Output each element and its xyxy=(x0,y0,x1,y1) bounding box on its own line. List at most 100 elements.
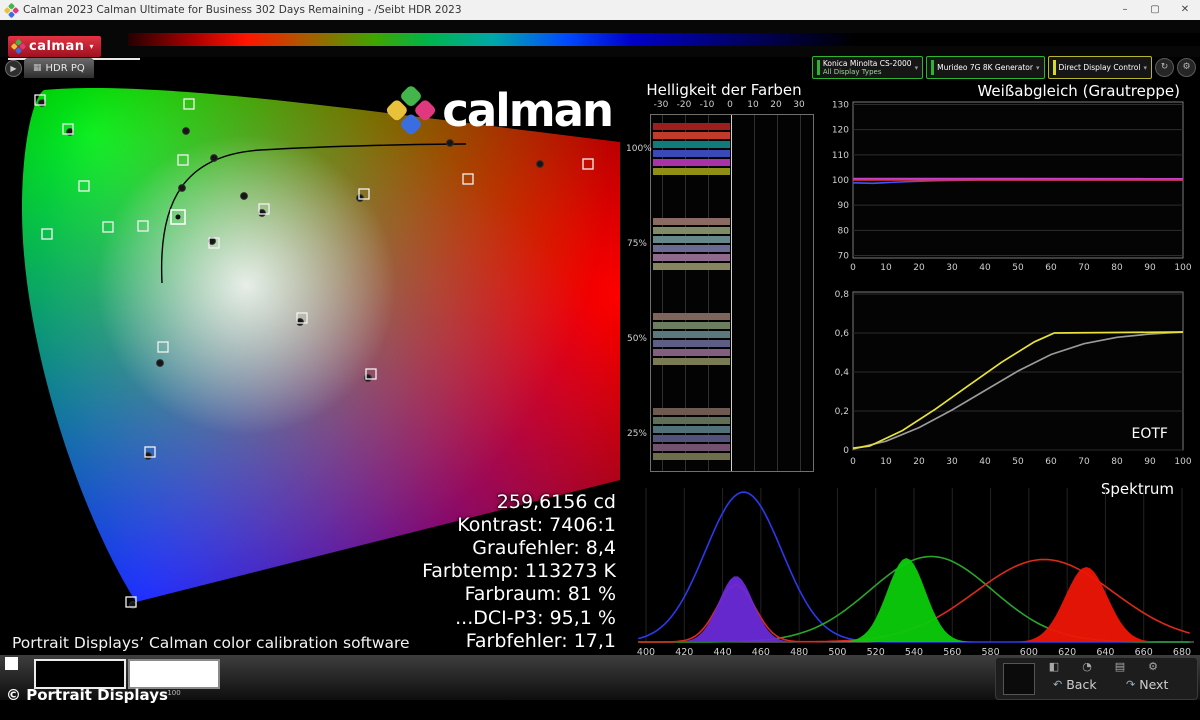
color-luminance-bar xyxy=(653,340,730,347)
target-marker xyxy=(582,158,594,170)
axis-tick-label: 90 xyxy=(838,201,850,211)
display-control-dropdown[interactable]: Direct Display Control ▾ xyxy=(1047,56,1152,79)
workflow-arrow-button[interactable]: ▶ xyxy=(5,60,22,77)
cie-gamut-svg xyxy=(22,88,620,609)
color-luminance-bar xyxy=(653,349,730,356)
grayscale-title: Weißabgleich (Grautreppe) xyxy=(977,82,1180,100)
app-logo-icon xyxy=(3,2,20,18)
axis-tick-label: 30 xyxy=(946,457,958,467)
axis-tick-label: 580 xyxy=(982,647,1000,655)
color-luminance-bar xyxy=(653,123,730,130)
axis-tick-label: 0,4 xyxy=(835,368,850,378)
meter-dropdown[interactable]: Konica Minolta CS-2000 All Display Types… xyxy=(811,56,924,79)
gridline xyxy=(777,115,778,471)
brightness-panel: Helligkeit der Farben -30 -20 -10 0 10 20 30 1… xyxy=(626,80,822,478)
white-swatch-caption: 100 xyxy=(167,689,181,697)
spectrum-chart: 400 420 440 460 480 500 520 540 560 580 600 620 640 6… xyxy=(637,488,1194,655)
settings-button[interactable]: ⚙ xyxy=(1177,58,1196,77)
spectrum-title: Spektrum xyxy=(1100,480,1174,498)
axis-tick-label: 420 xyxy=(675,647,693,655)
stat-line: Graufehler: 8,4 xyxy=(472,537,616,560)
measured-point xyxy=(178,184,186,192)
brightness-title: Helligkeit der Farben xyxy=(646,81,802,99)
measured-point xyxy=(446,139,454,147)
generator-dropdown[interactable]: Murideo 7G 8K Generator ▾ xyxy=(926,56,1045,79)
measured-point xyxy=(240,192,248,200)
color-luminance-bar xyxy=(653,159,730,166)
chevron-down-icon: ▾ xyxy=(1035,63,1040,72)
target-marker xyxy=(102,221,114,233)
measured-point xyxy=(182,127,190,135)
stat-line: Farbtemp: 113273 K xyxy=(422,560,616,583)
measurement-locus-curve xyxy=(160,143,467,284)
eotf-curve xyxy=(852,331,1184,450)
layout-grid-icon: ▦ xyxy=(33,63,42,73)
axis-tick-label: 20 xyxy=(913,457,925,467)
grid-icon[interactable]: ◧ xyxy=(1048,660,1060,673)
axis-tick-label: -10 xyxy=(699,100,715,110)
refresh-button[interactable]: ↻ xyxy=(1155,58,1174,77)
minimize-button[interactable]: – xyxy=(1122,4,1128,15)
axis-tick-label: 0,8 xyxy=(835,290,850,300)
axis-tick-label: 480 xyxy=(790,647,808,655)
chevron-down-icon: ▾ xyxy=(914,63,919,72)
stat-line: Farbraum: 81 % xyxy=(464,583,616,606)
target-marker xyxy=(34,94,46,106)
axis-tick-label: 40 xyxy=(979,263,991,273)
brightness-plot xyxy=(650,114,814,472)
axis-tick-label: 100 xyxy=(1174,457,1191,467)
stimulus-level-label: 100% xyxy=(626,144,652,154)
measured-point xyxy=(156,359,164,367)
settings-icon[interactable]: ⚙ xyxy=(1148,660,1158,673)
meter-icon[interactable]: ◔ xyxy=(1082,660,1092,673)
color-luminance-bar xyxy=(653,236,730,243)
copyright-text: © Portrait Displays xyxy=(6,686,168,704)
axis-tick-label: 60 xyxy=(1045,457,1057,467)
calman-logo-text: calman xyxy=(442,84,614,137)
target-marker xyxy=(157,341,169,353)
target-marker xyxy=(137,220,149,232)
white-chip xyxy=(5,657,18,670)
calman-menu-button[interactable]: calman ▾ xyxy=(8,36,101,57)
color-luminance-bar xyxy=(653,453,730,460)
stimulus-level-label: 75% xyxy=(626,239,647,249)
axis-tick-label: 90 xyxy=(1144,457,1156,467)
axis-tick-label: 0 xyxy=(843,446,849,456)
axis-tick-label: 80 xyxy=(838,226,850,236)
color-luminance-bar xyxy=(653,426,730,433)
axis-tick-label: 70 xyxy=(1078,457,1090,467)
target-marker xyxy=(78,180,90,192)
color-luminance-bar xyxy=(653,254,730,261)
stat-line: Farbfehler: 17,1 xyxy=(465,629,616,652)
axis-tick-label: 0 xyxy=(727,100,733,110)
axis-tick-label: 100 xyxy=(832,176,849,186)
next-label: Next xyxy=(1139,677,1169,692)
maximize-button[interactable]: ▢ xyxy=(1150,4,1160,15)
axis-tick-label: 50 xyxy=(1012,263,1024,273)
target-marker xyxy=(144,446,156,458)
axis-tick-label: 20 xyxy=(770,100,782,110)
gridline xyxy=(754,115,755,471)
next-button[interactable]: ↷ Next xyxy=(1126,677,1168,692)
tab-hdr-pq[interactable]: ▦ HDR PQ xyxy=(24,58,94,78)
software-watermark-text: Portrait Displays’ Calman color calibrat… xyxy=(12,634,410,652)
black-patch-swatch xyxy=(34,659,126,689)
axis-tick-label: -30 xyxy=(653,100,669,110)
color-luminance-bar xyxy=(653,417,730,424)
grayscale-panel: Weißabgleich (Grautreppe) 130 120 110 100 90… xyxy=(826,82,1196,278)
close-button[interactable]: ✕ xyxy=(1180,4,1190,15)
preview-thumbnail xyxy=(1003,663,1035,695)
axis-tick-label: 400 xyxy=(637,647,655,655)
target-marker xyxy=(183,98,195,110)
axis-tick-label: 10 xyxy=(880,457,892,467)
navigation-cluster: ◧ ◔ ▤ ⚙ ↶ Back ↷ Next xyxy=(995,657,1198,700)
target-marker xyxy=(62,123,74,135)
spectrum-banner xyxy=(128,33,1200,46)
axis-tick-label: 90 xyxy=(1144,263,1156,273)
color-luminance-bar xyxy=(653,435,730,442)
axis-tick-label: 520 xyxy=(867,647,885,655)
color-luminance-bar xyxy=(653,263,730,270)
stat-line: Kontrast: 7406:1 xyxy=(457,513,616,536)
back-button[interactable]: ↶ Back xyxy=(1053,677,1097,692)
list-icon[interactable]: ▤ xyxy=(1114,660,1126,673)
